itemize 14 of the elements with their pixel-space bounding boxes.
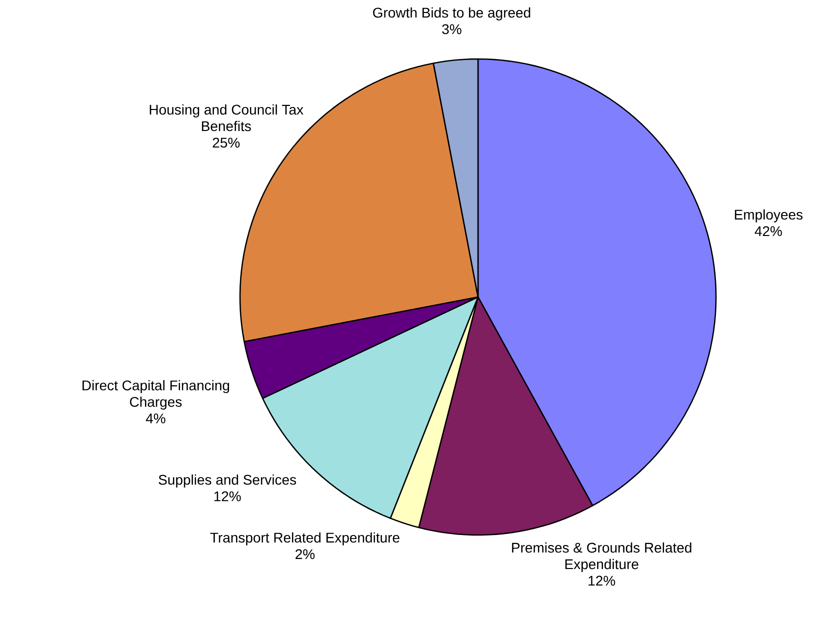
data-label: 12% [214,491,241,502]
slice-label: Transport Related Expenditure [210,532,400,546]
data-label: 42% [754,226,782,236]
data-label: 12% [588,576,616,586]
slice-label: Premises & Grounds Related Expenditure [512,542,692,572]
data-label: 4% [146,414,166,424]
data-label: 25% [212,138,240,148]
slice-label: Employees [734,209,803,222]
slice-label: Housing and Council Tax Benefits [150,104,304,132]
slice-label: Supplies and Services [158,474,296,488]
data-label: 2% [296,549,315,560]
slice-label: Direct Capital Financing Charges [82,380,230,410]
data-label: 3% [442,24,462,34]
slice-label: Growth Bids to be agreed [373,7,530,20]
